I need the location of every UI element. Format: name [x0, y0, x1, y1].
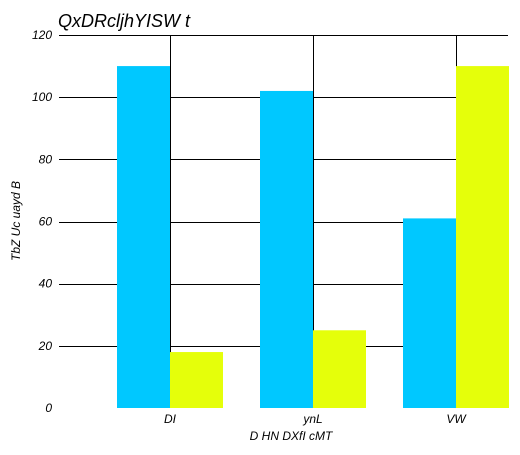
y-tick-labels: 0 20 40 60 80 100 120 [32, 28, 52, 415]
x-tick-label: VW [446, 412, 467, 426]
y-tick-label: 0 [45, 401, 52, 415]
y-tick-label: 100 [32, 90, 52, 104]
y-tick-label: 20 [38, 339, 53, 353]
y-axis-label: TbZ Uc uayd B [9, 181, 23, 261]
bar-DI-series-2 [170, 352, 223, 408]
chart-title: QxDRcljhYISW t [58, 11, 191, 31]
x-tick-labels: DI ynL VW [164, 412, 467, 426]
bar-VW-series-2 [456, 66, 509, 408]
y-tick-label: 60 [39, 215, 53, 229]
bars-layer [117, 66, 509, 408]
y-tick-label: 120 [32, 28, 52, 42]
bar-DI-series-1 [117, 66, 170, 408]
x-axis-label: D HN DXfI cMT [250, 429, 334, 443]
y-tick-label: 40 [39, 277, 53, 291]
bar-VW-series-1 [403, 218, 456, 408]
x-tick-label: DI [164, 412, 177, 426]
y-tick-label: 80 [39, 152, 53, 166]
bar-ynL-series-2 [313, 330, 366, 408]
x-tick-label: ynL [302, 412, 322, 426]
bar-ynL-series-1 [260, 90, 313, 408]
